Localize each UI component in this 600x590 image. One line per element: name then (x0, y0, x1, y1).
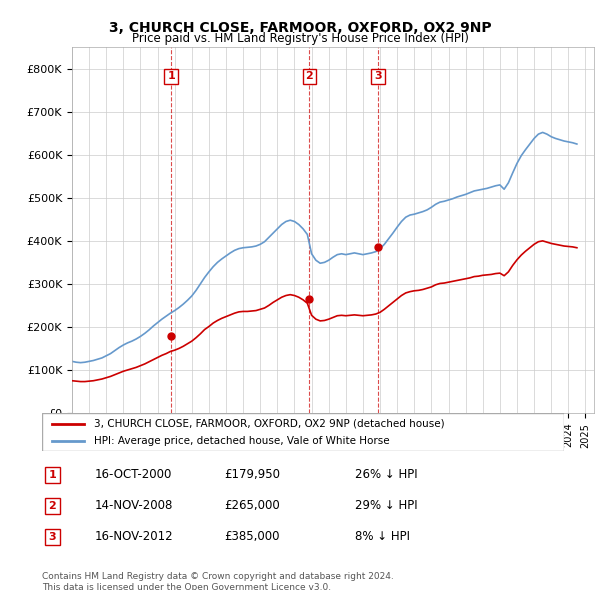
FancyBboxPatch shape (42, 413, 564, 451)
Text: 29% ↓ HPI: 29% ↓ HPI (355, 499, 418, 513)
Text: Contains HM Land Registry data © Crown copyright and database right 2024.
This d: Contains HM Land Registry data © Crown c… (42, 572, 394, 590)
Text: 1: 1 (167, 71, 175, 81)
Text: 1: 1 (49, 470, 56, 480)
Text: 16-OCT-2000: 16-OCT-2000 (94, 468, 172, 481)
Text: 3: 3 (49, 532, 56, 542)
Text: 3, CHURCH CLOSE, FARMOOR, OXFORD, OX2 9NP (detached house): 3, CHURCH CLOSE, FARMOOR, OXFORD, OX2 9N… (94, 419, 445, 429)
Text: 2: 2 (305, 71, 313, 81)
Text: £265,000: £265,000 (224, 499, 280, 513)
Text: 14-NOV-2008: 14-NOV-2008 (94, 499, 173, 513)
Text: 26% ↓ HPI: 26% ↓ HPI (355, 468, 418, 481)
Text: 16-NOV-2012: 16-NOV-2012 (94, 530, 173, 543)
Text: HPI: Average price, detached house, Vale of White Horse: HPI: Average price, detached house, Vale… (94, 435, 390, 445)
Text: £385,000: £385,000 (224, 530, 280, 543)
Text: 3, CHURCH CLOSE, FARMOOR, OXFORD, OX2 9NP: 3, CHURCH CLOSE, FARMOOR, OXFORD, OX2 9N… (109, 21, 491, 35)
Text: 3: 3 (374, 71, 382, 81)
Text: Price paid vs. HM Land Registry's House Price Index (HPI): Price paid vs. HM Land Registry's House … (131, 32, 469, 45)
Text: 8% ↓ HPI: 8% ↓ HPI (355, 530, 410, 543)
Text: 2: 2 (49, 501, 56, 511)
Text: £179,950: £179,950 (224, 468, 281, 481)
